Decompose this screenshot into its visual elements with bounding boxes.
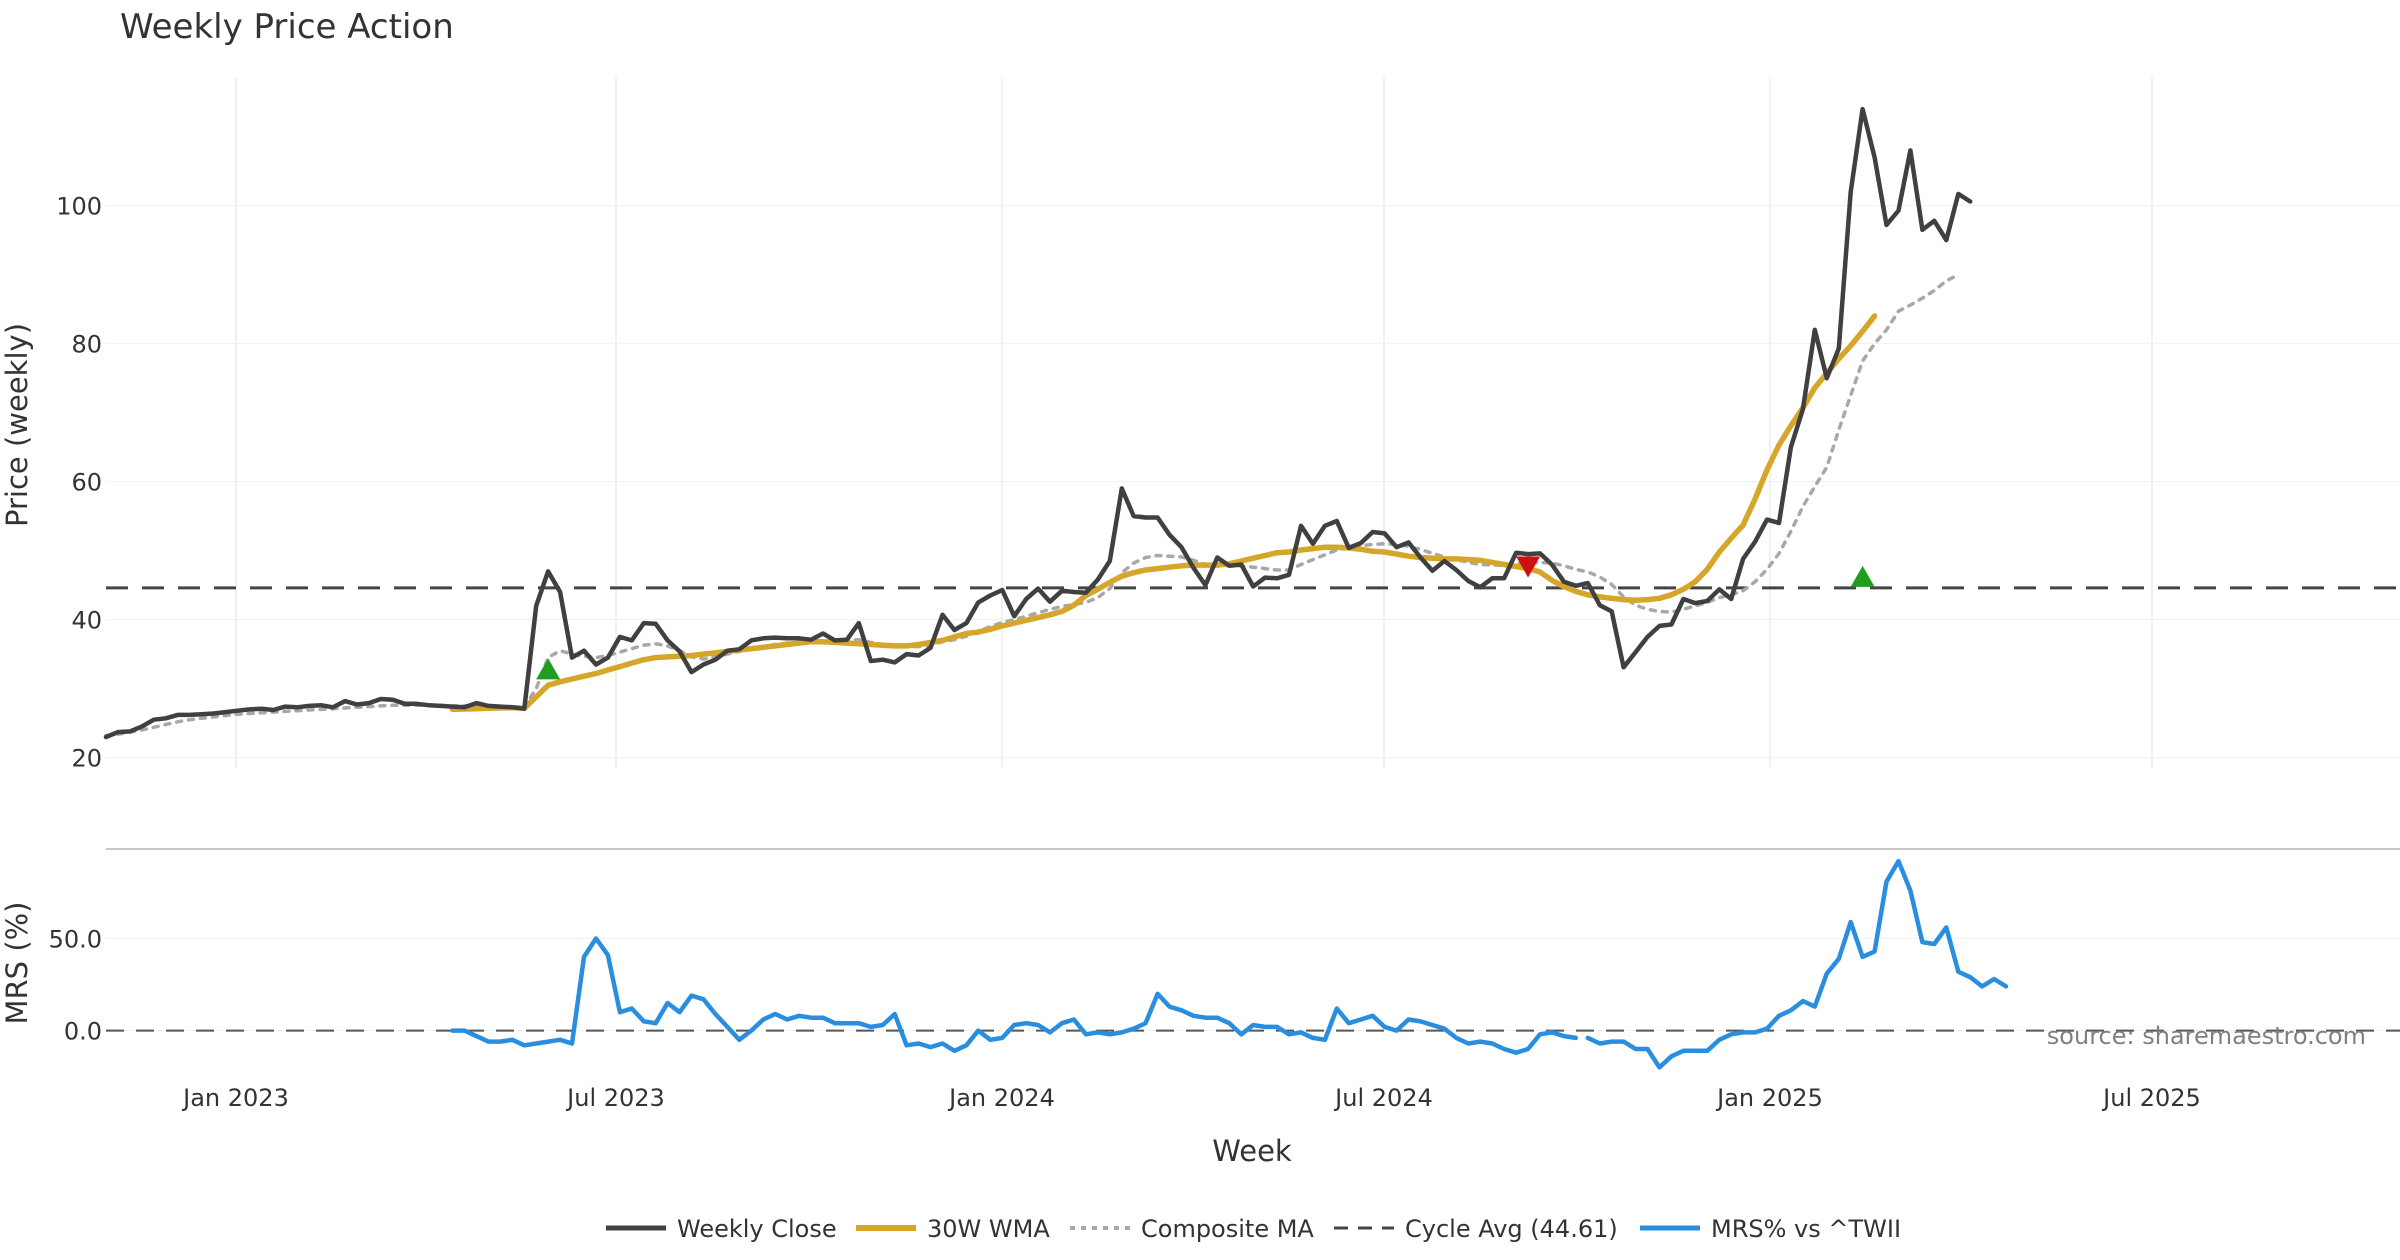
mrs-tick-label: 0.0 xyxy=(64,1018,102,1046)
price-tick-label: 80 xyxy=(71,331,102,359)
legend-weekly-close: Weekly Close xyxy=(606,1215,837,1243)
x-tick-label: Jul 2024 xyxy=(1333,1084,1433,1112)
x-tick-label: Jan 2023 xyxy=(181,1084,289,1112)
x-tick-label: Jan 2025 xyxy=(1715,1084,1823,1112)
legend-mrs: MRS% vs ^TWII xyxy=(1640,1215,1901,1243)
price-tick-label: 60 xyxy=(71,469,102,497)
grid-layer xyxy=(106,78,2400,1032)
price-tick-label: 20 xyxy=(71,745,102,773)
legend-label: MRS% vs ^TWII xyxy=(1711,1215,1901,1243)
price-tick-label: 40 xyxy=(71,607,102,635)
weekly-close-line xyxy=(103,106,1973,740)
source-credit: source: sharemaestro.com xyxy=(2047,1022,2366,1050)
x-tick-label: Jan 2024 xyxy=(947,1084,1055,1112)
buy-signal-marker xyxy=(1850,565,1875,587)
x-ticks: Jan 2023 Jul 2023 Jan 2024 Jul 2024 Jan 2025… xyxy=(181,1084,2201,1112)
legend: Weekly Close 30W WMA Composite MA Cycle Avg… xyxy=(606,1215,1901,1243)
legend-label: Composite MA xyxy=(1141,1215,1314,1243)
legend-cycle-avg: Cycle Avg (44.61) xyxy=(1334,1215,1618,1243)
legend-label: 30W WMA xyxy=(927,1215,1050,1243)
x-axis-title: Week xyxy=(1212,1134,1292,1168)
x-tick-label: Jul 2025 xyxy=(2101,1084,2201,1112)
buy-signal-marker xyxy=(536,658,561,680)
price-axis-title: Price (weekly) xyxy=(0,323,34,527)
marker-layer xyxy=(536,556,1875,680)
legend-label: Weekly Close xyxy=(677,1215,837,1243)
mrs-axis-title: MRS (%) xyxy=(0,902,34,1025)
sell-signal-marker xyxy=(1516,556,1541,578)
legend-wma-30w: 30W WMA xyxy=(856,1215,1050,1243)
price-y-ticks: 20 40 60 80 100 xyxy=(56,193,102,773)
wma-30w-line xyxy=(449,313,1878,713)
series-layer xyxy=(103,106,2009,1070)
price-tick-label: 100 xyxy=(56,193,102,221)
legend-label: Cycle Avg (44.61) xyxy=(1405,1215,1618,1243)
legend-composite-ma: Composite MA xyxy=(1070,1215,1314,1243)
x-tick-label: Jul 2023 xyxy=(565,1084,665,1112)
mrs-line xyxy=(450,858,2009,1070)
mrs-y-ticks: 0.0 50.0 xyxy=(49,926,102,1046)
mrs-tick-label: 50.0 xyxy=(49,926,102,954)
chart-title: Weekly Price Action xyxy=(120,7,454,47)
